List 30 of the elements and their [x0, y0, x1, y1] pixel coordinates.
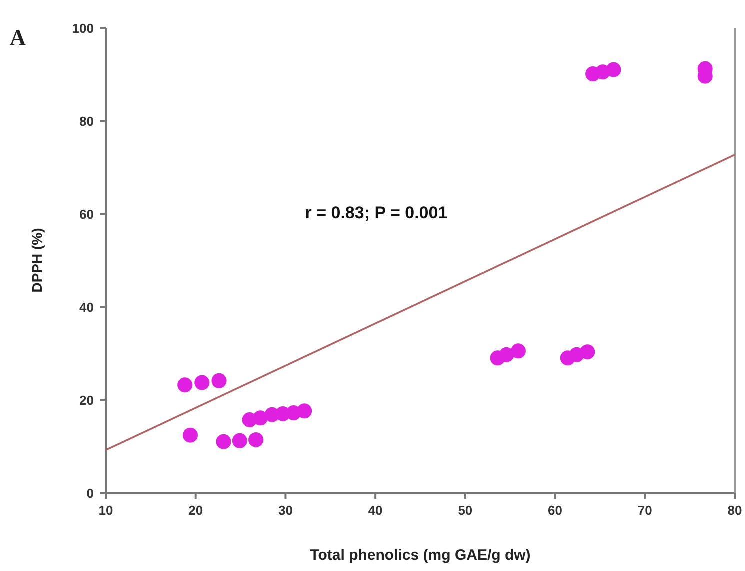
x-tick-label: 60	[548, 503, 563, 518]
y-tick-label: 0	[86, 486, 94, 501]
x-tick-label: 30	[278, 503, 293, 518]
x-tick-label: 20	[188, 503, 204, 518]
y-tick-label: 80	[80, 114, 94, 129]
y-axis-title: DPPH (%)	[29, 228, 45, 293]
point	[248, 432, 264, 448]
point	[510, 344, 526, 359]
point	[606, 62, 622, 78]
annotation: r = 0.83; P = 0.001	[305, 204, 448, 223]
point	[178, 378, 193, 393]
text: A	[10, 25, 26, 50]
point	[580, 344, 596, 360]
x-tick-label: 80	[728, 503, 742, 518]
x-tick-label: 70	[638, 503, 652, 518]
y-tick-label: 100	[72, 21, 94, 36]
x-tick-label: 10	[98, 503, 114, 518]
y-tick-label: 60	[80, 207, 94, 222]
point	[182, 428, 198, 443]
point	[216, 434, 232, 450]
point	[297, 404, 312, 419]
x-tick-label: 50	[458, 503, 473, 518]
y-tick-label: 20	[80, 393, 94, 408]
x-tick-label: 40	[368, 503, 383, 518]
point	[194, 375, 210, 390]
point	[212, 373, 227, 388]
point	[253, 410, 268, 426]
point	[232, 433, 248, 448]
y-tick-label: 40	[80, 300, 94, 315]
x-axis-title: Total phenolics (mg GAE/g dw)	[310, 547, 531, 564]
